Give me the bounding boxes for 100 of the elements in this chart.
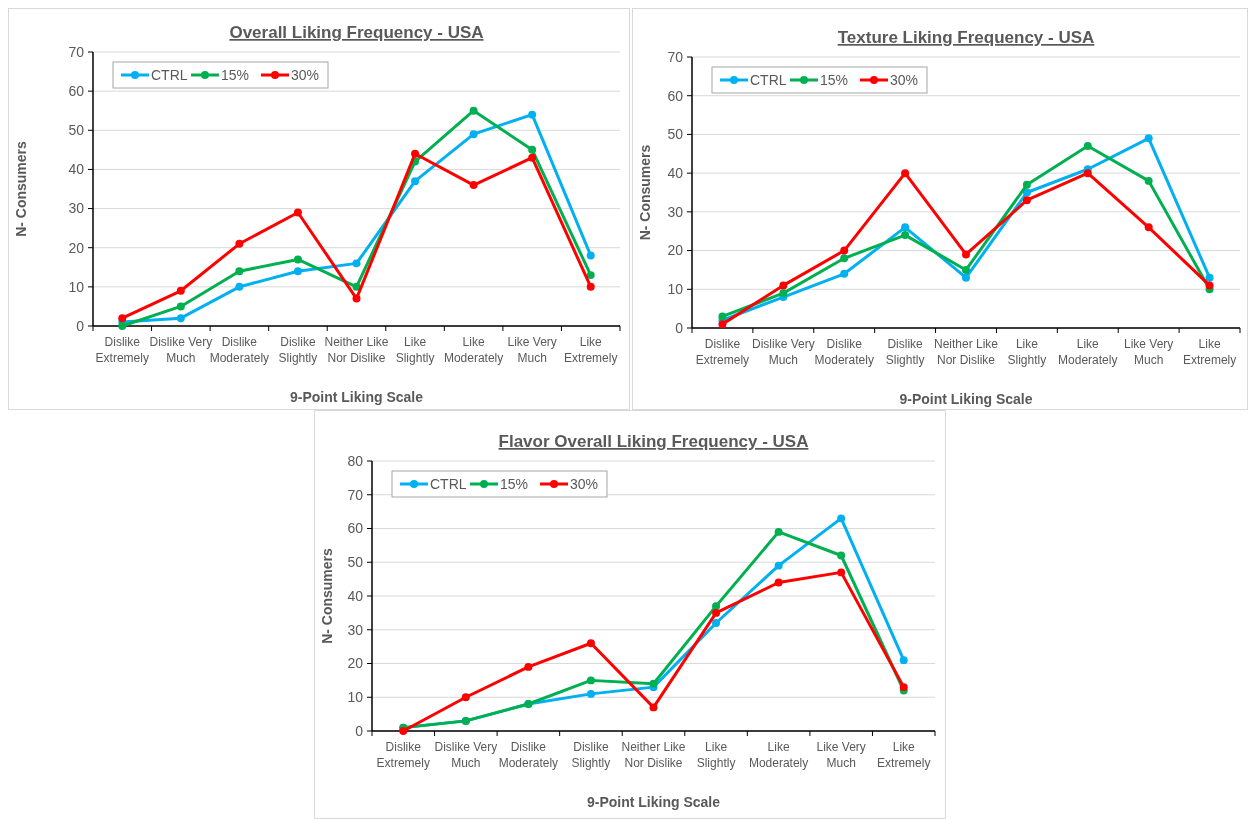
point xyxy=(235,282,244,291)
point xyxy=(352,294,361,303)
x-tick-label: Dislike Slightly xyxy=(278,335,318,365)
point xyxy=(399,727,408,735)
point xyxy=(235,239,244,248)
point xyxy=(712,602,721,611)
point xyxy=(118,322,127,330)
x-tick-label: Like Very Much xyxy=(1123,337,1174,367)
point xyxy=(840,246,849,255)
point xyxy=(118,314,127,323)
x-tick-label: Dislike Extremely xyxy=(376,740,430,770)
y-axis-title: N- Consumers xyxy=(637,144,653,241)
point xyxy=(779,289,788,298)
legend-label: 15% xyxy=(221,66,250,83)
x-tick-label: Like Extremely xyxy=(564,335,618,365)
point xyxy=(901,223,910,232)
chart-title: Texture Liking Frequency - USA xyxy=(837,28,1095,47)
x-tick-label: Like Slightly xyxy=(696,740,736,770)
legend-label: CTRL xyxy=(151,66,188,83)
y-tick-label: 10 xyxy=(68,278,85,295)
point xyxy=(899,656,908,665)
point xyxy=(528,145,537,154)
legend-label: 30% xyxy=(890,71,919,88)
point xyxy=(779,281,788,290)
x-tick-label: Like Slightly xyxy=(1007,337,1047,367)
point xyxy=(1205,273,1214,282)
legend-label: CTRL xyxy=(430,475,467,492)
y-axis-title: N- Consumers xyxy=(13,140,29,237)
point xyxy=(586,689,595,698)
point xyxy=(837,551,846,560)
x-tick-label: Like Moderately xyxy=(748,740,809,770)
chart-title: Overall Liking Frequency - USA xyxy=(229,23,484,42)
y-tick-label: 50 xyxy=(667,126,684,143)
point xyxy=(649,703,658,712)
point xyxy=(837,514,846,523)
point xyxy=(469,181,478,190)
x-tick-label: Like Moderately xyxy=(443,335,504,365)
point xyxy=(901,231,910,240)
y-tick-label: 70 xyxy=(667,48,684,65)
point xyxy=(528,110,537,119)
x-axis-title: 9-Point Liking Scale xyxy=(289,389,424,405)
point xyxy=(840,254,849,263)
point xyxy=(718,312,727,321)
y-tick-label: 0 xyxy=(355,722,364,739)
point xyxy=(774,578,783,587)
point xyxy=(962,265,970,274)
y-tick-label: 50 xyxy=(68,122,85,139)
y-tick-label: 20 xyxy=(667,242,684,259)
point xyxy=(962,273,970,282)
point xyxy=(774,527,783,536)
point xyxy=(352,282,361,291)
x-tick-label: Dislike Very Much xyxy=(751,337,815,367)
point xyxy=(718,320,727,329)
legend-label: 15% xyxy=(500,475,529,492)
x-tick-label: Dislike Moderately xyxy=(498,740,559,770)
point xyxy=(524,662,533,671)
x-tick-label: Like Extremely xyxy=(1182,337,1237,367)
point xyxy=(1144,176,1153,185)
point xyxy=(293,208,302,217)
point xyxy=(461,693,470,702)
x-tick-label: Like Extremely xyxy=(877,740,931,770)
point xyxy=(176,302,185,311)
point xyxy=(586,639,595,648)
x-tick-label: Like Slightly xyxy=(395,335,435,365)
x-axis-title: 9-Point Liking Scale xyxy=(586,794,721,810)
legend-label: 30% xyxy=(570,475,599,492)
legend-label: 30% xyxy=(291,66,320,83)
y-tick-label: 70 xyxy=(347,486,364,503)
y-tick-label: 70 xyxy=(68,43,85,60)
point xyxy=(1144,223,1153,232)
point xyxy=(840,269,849,278)
point xyxy=(1205,281,1214,290)
point xyxy=(176,286,185,295)
point xyxy=(962,250,970,259)
point xyxy=(712,608,721,617)
point xyxy=(586,251,595,260)
point xyxy=(469,130,478,139)
y-tick-label: 40 xyxy=(667,165,684,182)
point xyxy=(176,314,185,323)
x-tick-label: Neither Like Nor Dislike xyxy=(933,337,999,367)
x-tick-label: Neither Like Nor Dislike xyxy=(621,740,686,770)
y-tick-label: 30 xyxy=(667,203,684,220)
y-tick-label: 50 xyxy=(347,554,364,571)
point xyxy=(1083,169,1092,178)
y-tick-label: 0 xyxy=(675,319,684,336)
y-tick-label: 30 xyxy=(68,200,85,217)
y-tick-label: 80 xyxy=(347,452,364,469)
y-tick-label: 10 xyxy=(667,281,684,298)
x-tick-label: Dislike Slightly xyxy=(571,740,611,770)
point xyxy=(586,282,595,291)
point xyxy=(901,169,910,178)
point xyxy=(774,561,783,570)
point xyxy=(712,619,721,627)
legend-label: 15% xyxy=(820,71,849,88)
point xyxy=(649,679,658,688)
x-tick-label: Dislike Moderately xyxy=(814,337,874,367)
y-tick-label: 20 xyxy=(347,655,364,672)
y-tick-label: 20 xyxy=(68,239,85,256)
legend-label: CTRL xyxy=(750,71,787,88)
x-tick-label: Dislike Very Much xyxy=(434,740,498,770)
